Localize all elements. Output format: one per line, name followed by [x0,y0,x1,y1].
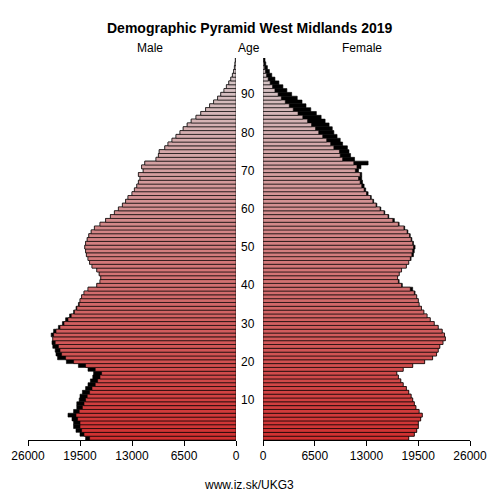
svg-text:26000: 26000 [453,449,487,463]
svg-text:90: 90 [241,87,255,101]
svg-text:Male: Male [137,41,163,55]
svg-text:26000: 26000 [11,449,45,463]
svg-text:50: 50 [241,240,255,254]
svg-text:60: 60 [241,202,255,216]
svg-text:40: 40 [241,278,255,292]
svg-text:80: 80 [241,126,255,140]
svg-text:30: 30 [241,317,255,331]
svg-text:0: 0 [260,449,267,463]
svg-text:10: 10 [241,393,255,407]
svg-text:19500: 19500 [63,449,97,463]
svg-text:6500: 6500 [301,449,328,463]
svg-text:20: 20 [241,355,255,369]
svg-text:0: 0 [233,449,240,463]
svg-text:Age: Age [238,41,260,55]
svg-text:Demographic Pyramid West Midla: Demographic Pyramid West Midlands 2019 [107,20,392,36]
svg-text:Female: Female [342,41,382,55]
svg-text:19500: 19500 [402,449,436,463]
svg-text:6500: 6500 [171,449,198,463]
svg-text:www.iz.sk/UKG3: www.iz.sk/UKG3 [204,478,294,492]
svg-text:13000: 13000 [350,449,384,463]
svg-text:13000: 13000 [115,449,149,463]
svg-text:70: 70 [241,164,255,178]
